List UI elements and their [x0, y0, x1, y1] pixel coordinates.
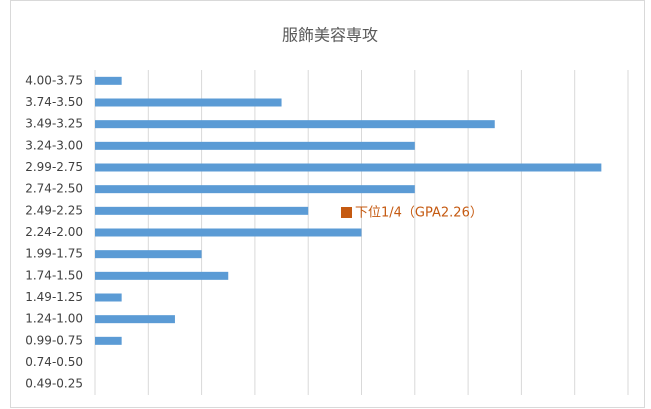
- bar: [95, 76, 122, 85]
- y-tick-label: 2.74-2.50: [25, 182, 83, 196]
- bar: [95, 98, 282, 107]
- annotation: 下位1/4（GPA2.26）: [355, 206, 483, 221]
- y-tick-label: 3.49-3.25: [25, 117, 83, 131]
- y-tick-label: 4.00-3.75: [25, 73, 83, 87]
- chart-frame: [10, 0, 645, 408]
- y-tick-label: 3.74-3.50: [25, 95, 83, 109]
- y-tick-label: 2.24-2.00: [25, 225, 83, 239]
- y-tick-label: 1.49-1.25: [25, 290, 83, 304]
- chart-title: 服飾美容専攻: [282, 26, 378, 45]
- bar: [95, 141, 415, 150]
- bar: [95, 228, 362, 237]
- bar: [95, 293, 122, 302]
- bar: [95, 163, 602, 172]
- bar: [95, 336, 122, 345]
- y-tick-label: 1.99-1.75: [25, 247, 83, 261]
- legend-swatch: [341, 207, 352, 218]
- y-tick-label: 3.24-3.00: [25, 138, 83, 152]
- y-tick-label: 2.49-2.25: [25, 203, 83, 217]
- bar: [95, 271, 229, 280]
- bar: [95, 120, 495, 129]
- y-tick-label: 0.99-0.75: [25, 333, 83, 347]
- bar: [95, 250, 202, 259]
- y-tick-label: 0.74-0.50: [25, 355, 83, 369]
- y-tick-label: 2.99-2.75: [25, 160, 83, 174]
- bar: [95, 206, 309, 215]
- bar: [95, 315, 175, 324]
- y-tick-label: 1.74-1.50: [25, 268, 83, 282]
- bar: [95, 185, 415, 194]
- y-tick-label: 1.24-1.00: [25, 312, 83, 326]
- y-tick-label: 0.49-0.25: [25, 377, 83, 391]
